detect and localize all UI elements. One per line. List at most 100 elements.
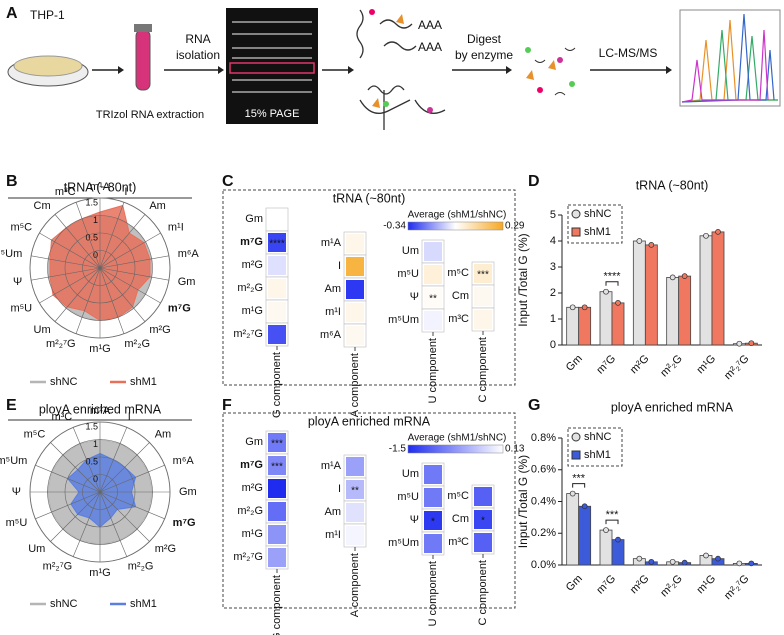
spoke: [99, 267, 125, 334]
bar-dot: [715, 229, 721, 235]
r-tick-label: 0.5: [85, 456, 98, 466]
row-label: I: [338, 483, 341, 495]
cell: [268, 279, 286, 298]
cell: [474, 264, 492, 283]
colorbar-max: 0.13: [505, 444, 525, 455]
bar-dot: [581, 304, 588, 311]
bar: [578, 505, 592, 566]
x-tick-label: m²₂⁷G: [722, 573, 751, 602]
decoration: [525, 47, 531, 53]
bracket: [605, 519, 619, 525]
axis-label: Ψ: [12, 486, 21, 498]
group-label: C component: [477, 560, 489, 625]
significance: ***: [477, 270, 489, 281]
cell: [474, 487, 492, 506]
legend-swatch: [571, 209, 581, 219]
spoke: [99, 214, 146, 269]
chart-title: tRNA (~80nt): [333, 191, 406, 205]
significance: ****: [603, 271, 621, 283]
x-tick-label: m¹G: [695, 353, 719, 377]
spoke: [39, 232, 101, 269]
bracket: [605, 281, 619, 286]
colorbar: [407, 221, 504, 231]
cell: [346, 526, 364, 545]
axis-label: Am: [155, 429, 172, 441]
x-tick-label: Gm: [564, 573, 585, 594]
spoke: [99, 464, 165, 493]
legend-swatch: [571, 432, 581, 442]
spoke: [99, 491, 128, 557]
row-label: m³C: [448, 313, 469, 325]
arrow-head: [218, 66, 224, 74]
panel-label: C: [222, 173, 234, 190]
cell: [346, 257, 364, 276]
bar-dot: [736, 340, 743, 347]
decoration: [359, 99, 411, 114]
decoration: [548, 60, 556, 70]
bar-dot: [569, 304, 576, 311]
group-label: A component: [349, 353, 361, 417]
cell: [474, 287, 492, 306]
cell: [474, 510, 492, 529]
axis-label: m¹A: [90, 181, 111, 193]
y-tick-label: 0.4%: [531, 495, 556, 507]
cell: [424, 265, 442, 284]
spoke: [31, 267, 101, 281]
decoration: [379, 19, 413, 29]
axis-label: m¹A: [90, 405, 111, 417]
bar-dot: [615, 300, 621, 306]
digest: by enzyme: [455, 48, 513, 62]
axis-label: Ψ: [13, 276, 22, 288]
row-label: Ψ: [410, 514, 419, 526]
legend-label: shM1: [584, 449, 611, 461]
cell: [346, 503, 364, 522]
row-label: Gm: [245, 213, 263, 225]
x-tick-label: m²₂G: [658, 573, 685, 600]
spoke: [72, 427, 101, 493]
axis-label: m⁵Um: [0, 455, 27, 467]
decoration: [557, 57, 563, 63]
tube-cap: [134, 24, 152, 32]
group-label: A component: [349, 553, 361, 617]
legend-label: shNC: [50, 376, 78, 388]
axis-label: Um: [28, 543, 45, 555]
legend-label: shM1: [584, 226, 611, 238]
row-label: m⁵U: [397, 491, 419, 503]
row-label: m⁷G: [240, 236, 263, 248]
poly-a: AAA: [418, 18, 442, 32]
row-label: m⁷G: [240, 459, 263, 471]
legend-label: shNC: [584, 208, 612, 220]
cell: [346, 280, 364, 299]
axis-label: Um: [34, 324, 51, 336]
decoration: [372, 98, 380, 108]
y-tick-label: 0: [550, 339, 556, 351]
arrow-head: [506, 66, 512, 74]
spoke: [99, 255, 169, 269]
cell: [424, 311, 442, 330]
cell: [268, 302, 286, 321]
cell: [268, 525, 286, 544]
row-label: m⁵C: [447, 267, 469, 279]
spoke: [31, 255, 101, 269]
bar-dot: [581, 503, 588, 510]
bar-dot: [648, 558, 655, 565]
arrow-head: [666, 66, 672, 74]
bar-dot: [615, 536, 621, 543]
x-tick-label: m²G: [628, 573, 652, 597]
row-label: m²₂G: [237, 282, 263, 294]
digest: Digest: [467, 32, 502, 46]
spoke: [99, 491, 150, 542]
cell: [346, 457, 364, 476]
row-label: Cm: [452, 290, 469, 302]
panel-frame: [222, 189, 516, 386]
axis-label: m¹I: [168, 221, 184, 233]
axis-label: m⁵Um: [0, 248, 22, 260]
decoration: [427, 107, 433, 113]
cells: [13, 55, 83, 77]
panel-label: A: [6, 5, 18, 22]
r-tick-label: 1.5: [85, 421, 98, 431]
row-label: m²G: [242, 259, 263, 271]
cell: [268, 233, 286, 252]
r-tick-label: 0: [93, 474, 98, 484]
cell: [268, 433, 286, 452]
